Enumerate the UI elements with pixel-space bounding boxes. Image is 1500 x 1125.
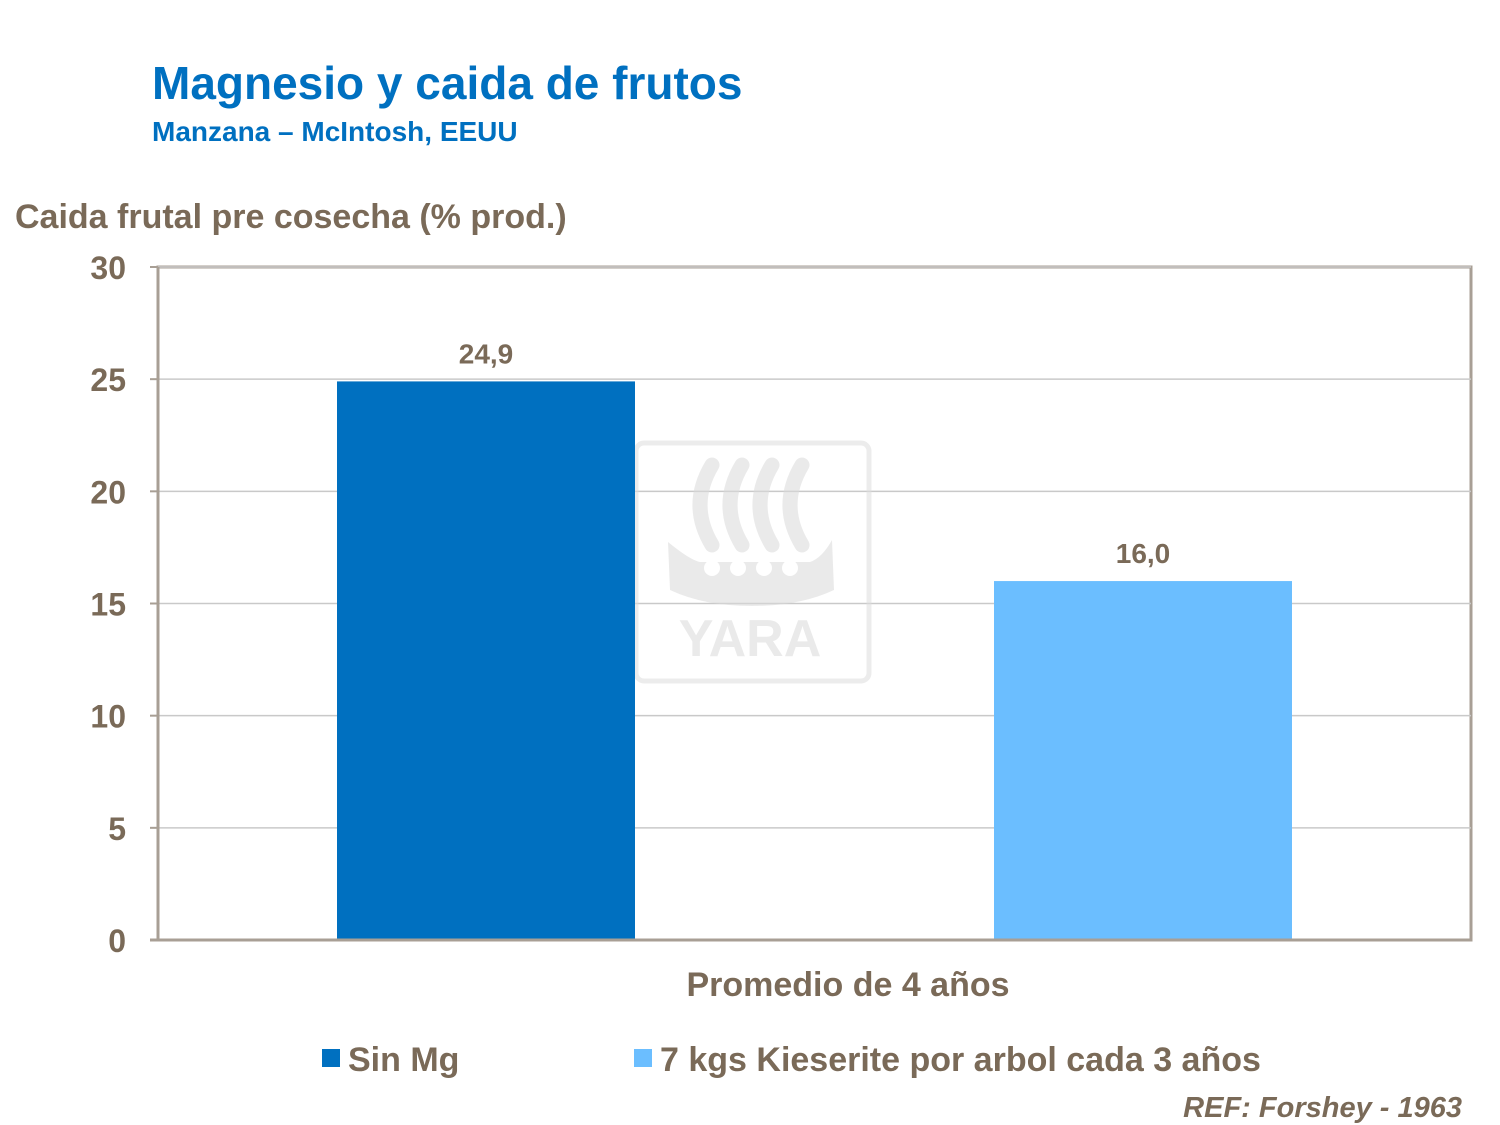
bar-2 xyxy=(994,581,1292,940)
y-axis-label: Caida frutal pre cosecha (% prod.) xyxy=(15,198,567,236)
chart-title: Magnesio y caida de frutos xyxy=(152,57,743,109)
legend-label-1: Sin Mg xyxy=(348,1041,459,1079)
legend-label-2: 7 kgs Kieserite por arbol cada 3 años xyxy=(660,1041,1261,1079)
legend: Sin Mg 7 kgs Kieserite por arbol cada 3 a… xyxy=(322,1041,1261,1079)
yara-logo-text: YARA xyxy=(679,610,822,668)
reference-note: REF: Forshey - 1963 xyxy=(1183,1092,1462,1124)
bar-value-label: 24,9 xyxy=(459,338,514,369)
y-tick-label: 5 xyxy=(108,811,126,847)
y-tick-label: 10 xyxy=(90,699,126,735)
chart-subtitle: Manzana – McIntosh, EEUU xyxy=(152,116,518,147)
x-axis-category-label: Promedio de 4 años xyxy=(686,966,1009,1004)
y-axis-ticks: 0 5 10 15 20 25 30 xyxy=(90,250,158,959)
yara-logo-watermark: YARA xyxy=(633,440,872,684)
bars: 24,9 16,0 xyxy=(337,338,1292,940)
legend-swatch-1 xyxy=(322,1049,340,1067)
bar-value-label: 16,0 xyxy=(1116,538,1171,569)
y-tick-label: 25 xyxy=(90,362,126,398)
y-tick-label: 20 xyxy=(90,474,126,510)
bar-1 xyxy=(337,381,635,940)
y-tick-label: 30 xyxy=(90,250,126,286)
y-tick-label: 0 xyxy=(108,923,126,959)
y-tick-label: 15 xyxy=(90,587,126,623)
legend-swatch-2 xyxy=(634,1049,652,1067)
